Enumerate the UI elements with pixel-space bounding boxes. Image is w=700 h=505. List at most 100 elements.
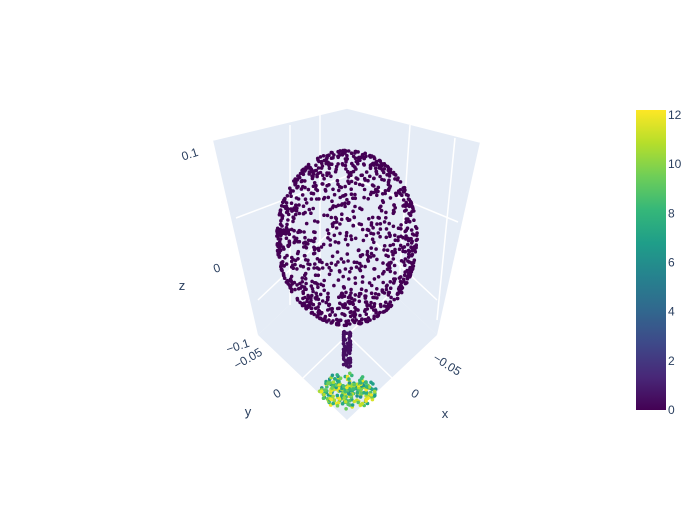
data-point-sphere [413, 250, 418, 254]
data-point-sphere [313, 262, 317, 266]
data-point-sphere [337, 184, 342, 189]
z-tick-label: 0.1 [180, 145, 201, 164]
data-point-sphere [410, 261, 414, 266]
data-point-sphere [399, 223, 403, 227]
data-point-sphere [281, 228, 286, 232]
data-point-sphere [306, 267, 311, 271]
data-point-sphere [285, 278, 290, 283]
data-point-sphere [358, 253, 363, 258]
data-point-sphere [332, 283, 336, 288]
data-point-sphere [305, 299, 309, 304]
data-point-sphere [329, 174, 333, 179]
data-point-sphere [397, 285, 402, 290]
scene-3d[interactable]: −0.050 −0.050 −0.100.1 x y z [179, 107, 481, 421]
data-point-sphere [331, 204, 336, 208]
colorbar-tick-label: 10 [668, 157, 682, 171]
data-point-sphere [306, 293, 310, 298]
data-point-sphere [362, 195, 366, 200]
data-point-sphere [336, 203, 341, 208]
data-point-sphere [327, 166, 332, 171]
data-point-sphere [377, 216, 382, 220]
data-point-sphere [357, 321, 361, 326]
data-points [275, 148, 420, 411]
data-point-sphere [349, 310, 353, 314]
data-point-sphere [316, 220, 320, 224]
data-point-sphere [384, 227, 389, 231]
data-point-sphere [372, 267, 376, 271]
data-point-sphere [415, 237, 420, 242]
data-point-sphere [316, 285, 320, 290]
data-point-sphere [284, 236, 289, 240]
data-point-sphere [351, 163, 355, 168]
data-point-sphere [367, 154, 372, 158]
data-point-sphere [325, 213, 330, 218]
data-point-sphere [288, 277, 293, 281]
data-point-disk [321, 396, 326, 401]
data-point-sphere [315, 294, 319, 299]
data-point-sphere [291, 257, 296, 262]
data-point-stem [341, 351, 346, 355]
data-point-sphere [285, 253, 289, 258]
data-point-disk [359, 376, 364, 381]
data-point-sphere [369, 300, 373, 305]
data-point-sphere [304, 201, 309, 205]
data-point-disk [331, 401, 336, 406]
data-point-sphere [383, 300, 388, 305]
data-point-sphere [312, 266, 316, 270]
data-point-sphere [349, 237, 354, 242]
data-point-sphere [397, 247, 402, 251]
data-point-sphere [358, 268, 363, 273]
data-point-sphere [303, 271, 308, 276]
data-point-sphere [353, 192, 357, 197]
data-point-sphere [335, 250, 340, 254]
data-point-disk [352, 399, 357, 404]
data-point-sphere [280, 260, 285, 264]
data-point-sphere [349, 179, 354, 184]
data-point-sphere [346, 295, 351, 300]
data-point-stem [348, 364, 353, 368]
data-point-disk [345, 385, 349, 390]
data-point-sphere [393, 250, 398, 255]
data-point-sphere [318, 155, 323, 159]
colorbar-tick-label: 6 [668, 256, 675, 270]
data-point-sphere [291, 263, 295, 268]
data-point-sphere [383, 191, 388, 196]
data-point-sphere [343, 157, 348, 161]
data-point-sphere [312, 281, 317, 285]
data-point-sphere [292, 228, 296, 233]
data-point-sphere [325, 228, 330, 232]
data-point-sphere [344, 167, 348, 171]
data-point-sphere [375, 193, 379, 198]
data-point-sphere [286, 281, 290, 286]
data-point-sphere [375, 296, 379, 300]
data-point-sphere [357, 222, 362, 226]
data-point-sphere [331, 319, 335, 323]
data-point-sphere [320, 266, 325, 270]
data-point-sphere [346, 175, 351, 179]
data-point-sphere [328, 307, 333, 311]
data-point-sphere [360, 227, 365, 232]
data-point-sphere [303, 254, 307, 258]
data-point-sphere [296, 257, 300, 261]
data-point-sphere [285, 209, 290, 214]
data-point-sphere [410, 232, 415, 236]
data-point-sphere [378, 174, 382, 179]
data-point-disk [359, 387, 364, 392]
data-point-sphere [315, 174, 319, 179]
data-point-sphere [372, 254, 376, 258]
data-point-sphere [293, 287, 297, 292]
data-point-sphere [309, 311, 314, 315]
data-point-sphere [340, 212, 344, 216]
data-point-sphere [382, 248, 386, 252]
data-point-disk [335, 379, 340, 383]
data-point-stem [345, 341, 350, 346]
data-point-sphere [346, 201, 351, 206]
data-point-sphere [312, 181, 317, 185]
data-point-sphere [392, 297, 397, 302]
grid-line-left-2 [212, 107, 348, 141]
data-point-sphere [303, 276, 308, 281]
data-point-sphere [369, 221, 374, 225]
data-point-sphere [368, 303, 372, 308]
data-point-sphere [404, 192, 409, 197]
